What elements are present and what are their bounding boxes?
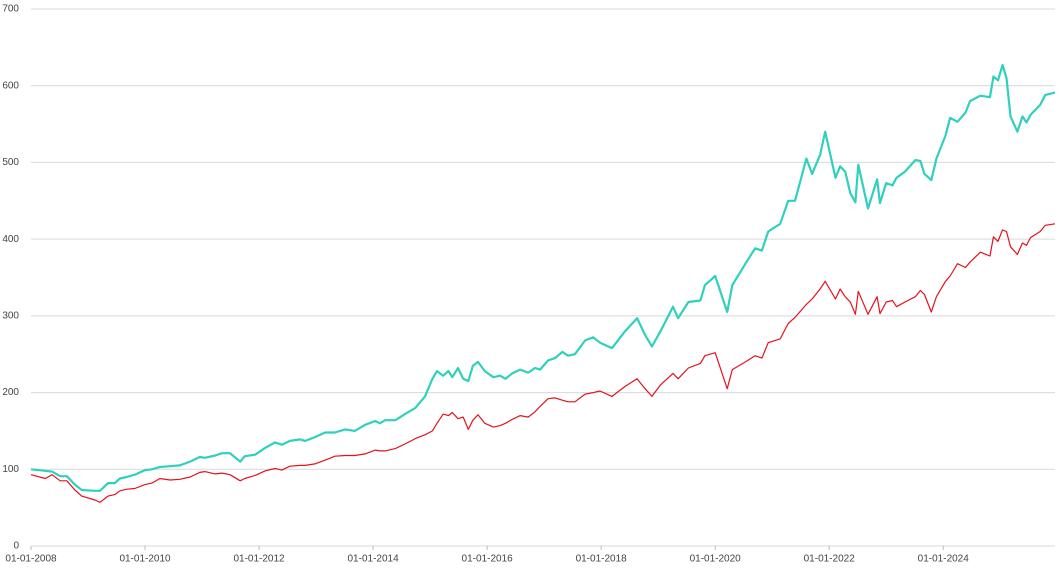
y-tick-label: 0 [13,541,19,552]
y-tick-label: 500 [2,157,19,168]
y-tick-label: 400 [2,234,19,245]
y-tick-label: 600 [2,80,19,91]
y-tick-label: 300 [2,310,19,321]
x-tick-label: 01-01-2008 [5,554,57,565]
y-tick-label: 100 [2,464,19,475]
x-tick-label: 01-01-2012 [233,554,285,565]
x-tick-label: 01-01-2010 [119,554,171,565]
y-tick-label: 700 [2,4,19,15]
x-tick-label: 01-01-2020 [690,554,742,565]
y-tick-label: 200 [2,387,19,398]
series-line [30,63,1056,492]
x-tick-label: 01-01-2022 [804,554,856,565]
x-tick-label: 01-01-2018 [576,554,628,565]
x-tick-label: 01-01-2014 [348,554,400,565]
series-line [30,223,1056,503]
x-tick-label: 01-01-2016 [462,554,514,565]
x-tick-label: 01-01-2024 [918,554,970,565]
